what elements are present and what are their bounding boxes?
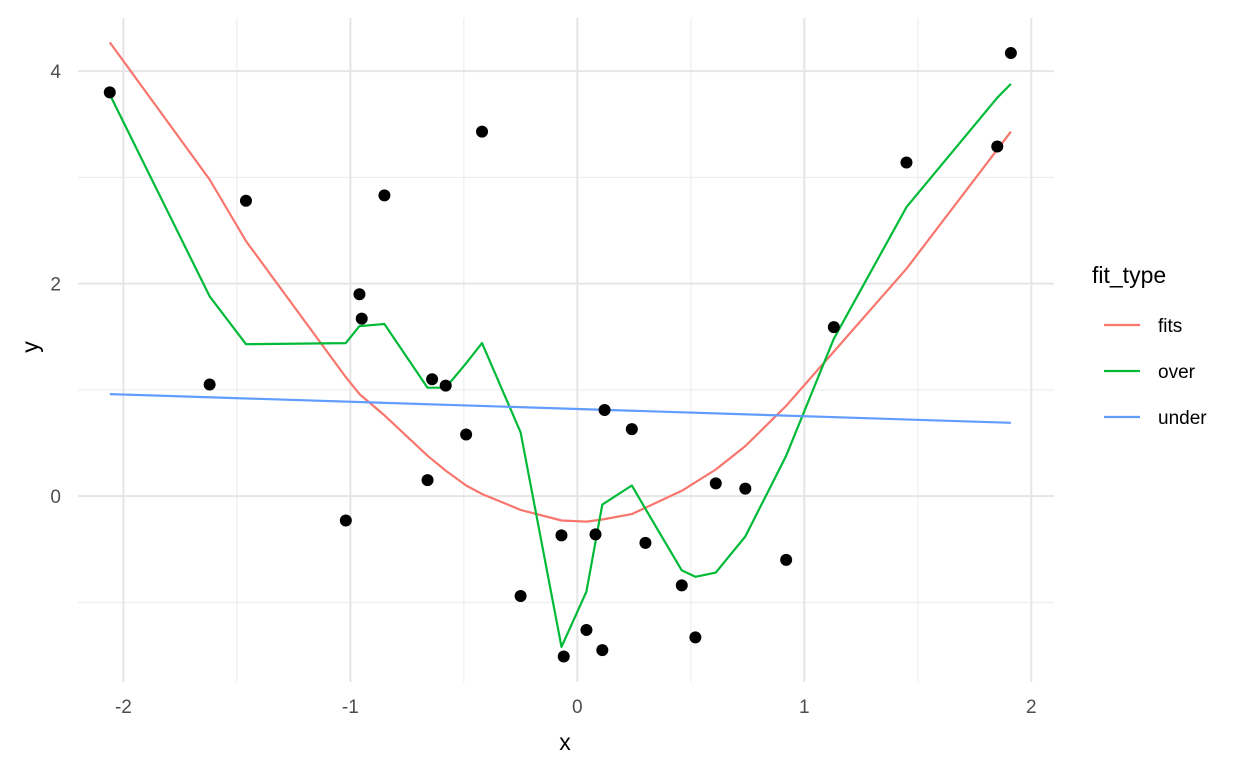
legend: fit_type fits over under (1092, 262, 1207, 429)
major-gridlines (78, 18, 1054, 682)
data-points (103, 47, 1017, 663)
y-tick-label: 4 (50, 62, 61, 83)
y-axis-tick-labels: 0 2 4 (50, 62, 61, 508)
x-axis-tick-labels: -2 -1 0 1 2 (115, 697, 1037, 718)
legend-title: fit_type (1092, 262, 1166, 288)
x-tick-label: -2 (115, 697, 132, 718)
data-point (639, 536, 652, 549)
data-point (596, 644, 609, 657)
data-point (598, 404, 611, 417)
y-tick-label: 2 (50, 275, 61, 296)
y-axis-title: y (17, 341, 43, 353)
data-point (421, 474, 434, 487)
series-line-fits (108, 41, 1012, 523)
x-tick-label: 1 (799, 697, 810, 718)
minor-gridlines (78, 18, 1054, 682)
series-line-under (109, 393, 1011, 424)
data-point (991, 140, 1004, 153)
data-point (514, 589, 527, 602)
legend-entries: fits over under (1104, 316, 1207, 429)
x-tick-label: -1 (342, 697, 359, 718)
data-point (625, 423, 638, 436)
data-point (827, 321, 840, 334)
data-point (780, 553, 793, 566)
data-point (709, 477, 722, 490)
data-point (339, 514, 352, 527)
x-tick-label: 2 (1026, 697, 1037, 718)
data-point (476, 125, 489, 138)
data-point (353, 288, 366, 301)
data-point (689, 631, 702, 644)
data-point (739, 482, 752, 495)
legend-label-under: under (1158, 408, 1207, 429)
data-point (900, 156, 913, 169)
series-line-over (108, 83, 1012, 649)
data-point (460, 428, 473, 441)
data-point (239, 194, 252, 207)
legend-label-fits: fits (1158, 316, 1182, 337)
y-tick-label: 0 (50, 487, 61, 508)
data-point (378, 189, 391, 202)
data-point (557, 650, 570, 663)
x-tick-label: 0 (572, 697, 583, 718)
data-point (580, 623, 593, 636)
fit-lines (108, 41, 1012, 649)
data-point (355, 312, 368, 325)
legend-label-over: over (1158, 362, 1196, 383)
data-point (203, 378, 216, 391)
data-point (1004, 47, 1017, 60)
x-axis-title: x (559, 729, 571, 755)
data-point (426, 373, 439, 386)
data-point (555, 529, 568, 542)
data-point (439, 379, 452, 392)
data-point (589, 528, 602, 541)
data-point (103, 86, 116, 99)
data-point (675, 579, 688, 592)
